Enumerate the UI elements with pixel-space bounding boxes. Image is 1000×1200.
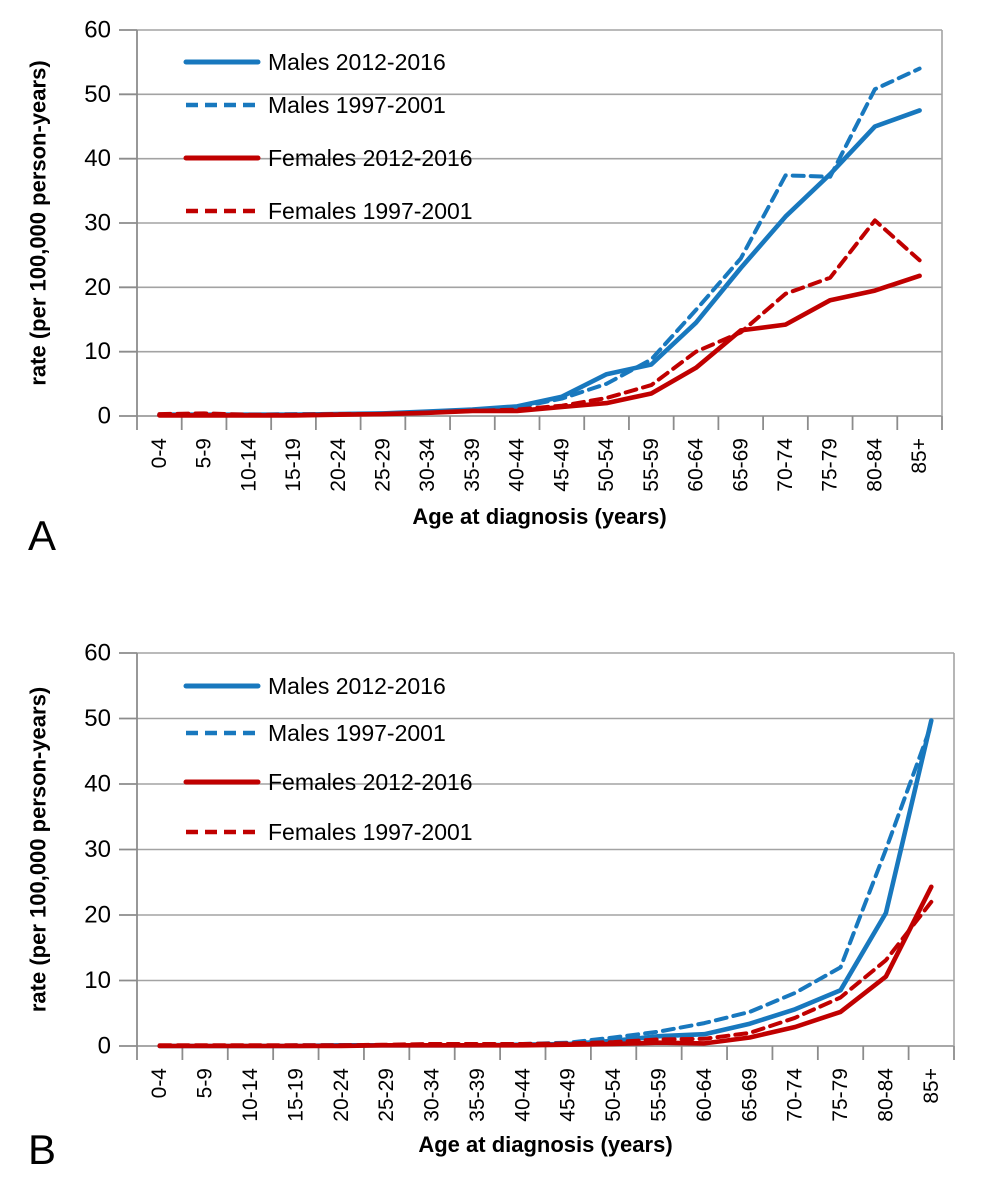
x-tick-label: 10-14 xyxy=(237,438,260,492)
legend-label: Females 1997-2001 xyxy=(268,198,473,224)
x-tick-label: 60-64 xyxy=(685,438,708,492)
series-line-males-1997-2001 xyxy=(157,66,922,417)
x-tick-label: 85+ xyxy=(920,1068,943,1104)
x-tick-label: 40-44 xyxy=(511,1068,534,1122)
y-tick-label: 60 xyxy=(84,17,111,44)
series-line-females-1997-2001 xyxy=(157,218,922,417)
x-tick-label: 55-59 xyxy=(640,438,663,492)
x-tick-label: 25-29 xyxy=(371,438,394,492)
chart-panel-b: 0 10 20 30 40 50 60 0-4 5-9 10-14 15-19 20-24 25-29 3… xyxy=(26,640,955,1157)
x-tick-label: 50-54 xyxy=(595,438,618,492)
legend-label: Males 1997-2001 xyxy=(268,92,446,118)
x-tick-label: 75-79 xyxy=(829,1068,852,1122)
x-tick-label: 80-84 xyxy=(874,1068,897,1122)
x-tick-label: 0-4 xyxy=(148,438,171,469)
y-tick-label: 50 xyxy=(84,81,111,108)
x-tick-label: 70-74 xyxy=(774,438,797,492)
x-tick-label: 15-19 xyxy=(284,1068,307,1122)
panel-letter-b: B xyxy=(28,1126,57,1173)
x-tick-label: 65-69 xyxy=(738,1068,761,1122)
series-line-females-2012-2016 xyxy=(157,273,922,418)
x-tick-label: 50-54 xyxy=(602,1068,625,1122)
x-tick-label: 30-34 xyxy=(421,1068,444,1122)
series-line-females-1997-2001 xyxy=(157,899,934,1048)
y-tick-label: 20 xyxy=(84,274,111,301)
y-tick-label: 10 xyxy=(84,338,111,365)
series-line-females-2012-2016 xyxy=(157,884,934,1049)
x-tick-label: 25-29 xyxy=(375,1068,398,1122)
x-tick-label: 70-74 xyxy=(784,1068,807,1122)
x-tick-label: 80-84 xyxy=(863,438,886,492)
x-tick-label: 20-24 xyxy=(327,438,350,492)
x-axis-title: Age at diagnosis (years) xyxy=(412,504,666,529)
x-tick-label: 30-34 xyxy=(416,438,439,492)
x-tick-label: 10-14 xyxy=(239,1068,262,1122)
x-tick-label: 35-39 xyxy=(461,438,484,492)
x-tick-label: 60-64 xyxy=(693,1068,716,1122)
y-tick-label: 40 xyxy=(84,771,111,798)
legend-label: Males 2012-2016 xyxy=(268,673,446,699)
y-tick-label: 60 xyxy=(84,640,111,667)
panel-letter-a: A xyxy=(28,512,57,559)
y-tick-label: 10 xyxy=(84,967,111,994)
y-tick-label: 40 xyxy=(84,145,111,172)
legend-label: Females 2012-2016 xyxy=(268,769,473,795)
legend-label: Males 1997-2001 xyxy=(268,720,446,746)
x-tick-label: 5-9 xyxy=(194,1068,217,1098)
x-tick-label: 45-49 xyxy=(557,1068,580,1122)
chart-panel-a: 0 10 20 30 40 50 60 0-4 5-9 10-14 15-19 20-24 25-29 3… xyxy=(26,17,943,529)
x-tick-label: 20-24 xyxy=(330,1068,353,1122)
x-tick-label: 75-79 xyxy=(819,438,842,492)
x-tick-label: 65-69 xyxy=(729,438,752,492)
x-tick-label: 55-59 xyxy=(647,1068,670,1122)
y-tick-label: 30 xyxy=(84,836,111,863)
y-tick-label: 50 xyxy=(84,705,111,732)
x-axis-title: Age at diagnosis (years) xyxy=(418,1132,672,1157)
x-tick-label: 85+ xyxy=(908,438,931,474)
x-tick-label: 40-44 xyxy=(506,438,529,492)
x-tick-label: 5-9 xyxy=(193,438,216,468)
x-tick-label: 45-49 xyxy=(550,438,573,492)
y-axis-title: rate (per 100,000 person-years) xyxy=(26,60,51,385)
y-tick-label: 20 xyxy=(84,902,111,929)
x-tick-label: 0-4 xyxy=(148,1068,171,1099)
x-tick-label: 15-19 xyxy=(282,438,305,492)
legend-label: Females 2012-2016 xyxy=(268,145,473,171)
legend-label: Females 1997-2001 xyxy=(268,819,473,845)
y-tick-label: 0 xyxy=(98,1033,111,1060)
legend-label: Males 2012-2016 xyxy=(268,49,446,75)
y-tick-label: 30 xyxy=(84,210,111,237)
y-tick-label: 0 xyxy=(98,403,111,430)
y-axis-title: rate (per 100,000 person-years) xyxy=(26,687,51,1012)
x-tick-label: 35-39 xyxy=(466,1068,489,1122)
